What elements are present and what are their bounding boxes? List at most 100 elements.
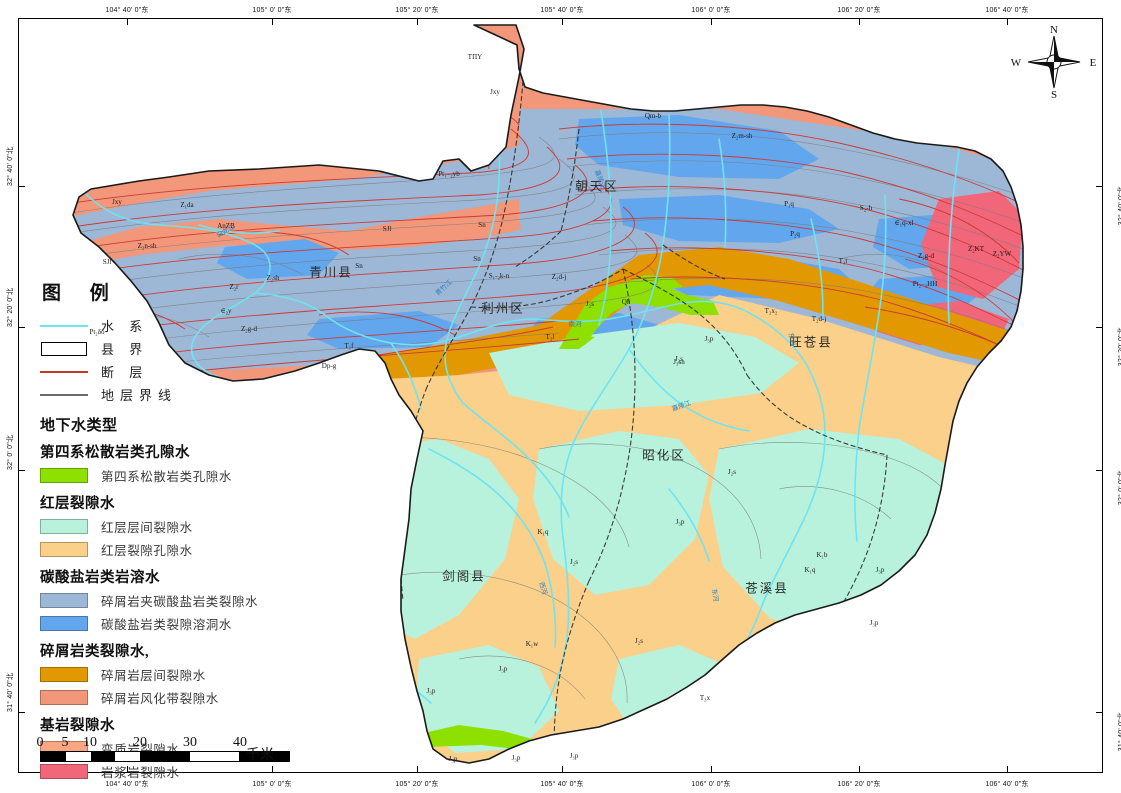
map-neatline xyxy=(18,18,1103,773)
latitude-tick-label: 32° 40' 0"北 xyxy=(7,146,14,186)
geology-unit-label: Z₂d-j xyxy=(551,273,567,281)
longitude-tick-label: 106° 40' 0"东 xyxy=(985,781,1029,788)
geology-unit-label: Z₂g-d xyxy=(240,325,258,333)
county-label: 昭化区 xyxy=(642,448,686,463)
county-label: 朝天区 xyxy=(575,179,619,194)
legend-swatch-row[interactable]: 红层裂隙孔隙水 xyxy=(40,539,290,560)
county-label: 剑阁县 xyxy=(442,569,486,584)
geology-unit-label: S₁-₂k-n xyxy=(488,272,510,280)
svg-text:S: S xyxy=(1051,89,1057,101)
scale-segment xyxy=(41,752,66,761)
legend-item-stratum-boundary[interactable]: 地层界线 xyxy=(40,384,290,405)
map-canvas[interactable] xyxy=(19,19,1101,771)
geology-unit-label: K₁q xyxy=(804,566,816,574)
geology-unit-label: Dp-g xyxy=(321,362,337,370)
geology-unit-label: J₂s xyxy=(570,558,578,566)
graticule-tick xyxy=(1096,470,1103,471)
legend-swatch-row[interactable]: 红层层间裂隙水 xyxy=(40,516,290,537)
scale-tick-label: 40 xyxy=(233,735,247,750)
legend-swatch-row[interactable]: 岩浆岩裂隙水 xyxy=(40,761,290,782)
latitude-tick-label: 31° 40' 0"北 xyxy=(1118,712,1121,752)
longitude-tick-label: 106° 20' 0"东 xyxy=(837,781,881,788)
longitude-tick-label: 105° 20' 0"东 xyxy=(395,7,439,14)
scale-bar-ticks: 0 5 10 20 30 40 xyxy=(36,735,290,751)
scale-bar-segments xyxy=(40,751,290,762)
geology-unit-label: Sn xyxy=(355,262,363,270)
latitude-tick-label: 32° 20' 0"北 xyxy=(1118,327,1121,367)
geology-unit-label: T₂x₂ xyxy=(764,307,778,315)
geology-unit-label: Jxy xyxy=(490,88,500,96)
geology-unit-label: J₃p xyxy=(426,687,436,695)
legend-item-water-system[interactable]: 水 系 xyxy=(40,315,290,336)
geology-unit-label: Sn xyxy=(473,255,481,263)
latitude-tick-label: 32° 0' 0"北 xyxy=(7,434,14,470)
geology-unit-label: Z₂n-sh xyxy=(137,242,157,250)
geology-unit-label: J₃p xyxy=(498,665,508,673)
legend-swatch-row[interactable]: 碳酸盐岩类裂隙溶洞水 xyxy=(40,613,290,634)
scale-segment xyxy=(90,752,116,761)
legend-item-label: 县 界 xyxy=(101,342,149,357)
river-label: 南河 xyxy=(568,321,582,328)
legend-swatch-row[interactable]: 碎屑岩风化带裂隙水 xyxy=(40,687,290,708)
scale-tick-label: 30 xyxy=(183,735,197,750)
geology-unit-label: Sn xyxy=(478,221,486,229)
geology-unit-label: Z₁da xyxy=(180,201,194,209)
legend-group-heading: 碳酸盐岩类岩溶水 xyxy=(40,570,160,586)
geology-unit-label: Z₂r xyxy=(229,283,239,291)
geology-unit-label: Jxy xyxy=(112,198,122,206)
boundary-box-icon xyxy=(41,341,87,356)
longitude-tick-label: 106° 20' 0"东 xyxy=(837,7,881,14)
longitude-tick-label: 106° 0' 0"东 xyxy=(691,781,731,788)
geology-unit-label: J₃p xyxy=(869,619,879,627)
legend-color-swatch xyxy=(40,468,88,483)
longitude-tick-label: 106° 0' 0"东 xyxy=(691,7,731,14)
geology-unit-label: J₃p xyxy=(569,752,579,760)
legend-item-label: 红层裂隙孔隙水 xyxy=(101,544,193,558)
graticule-tick xyxy=(859,766,860,773)
legend-group-heading: 碎屑岩类裂隙水, xyxy=(40,644,150,660)
legend-item-fault[interactable]: 断 层 xyxy=(40,361,290,382)
graticule-tick xyxy=(18,712,25,713)
geology-unit-label: Z₂m-sh xyxy=(731,132,753,140)
graticule-tick xyxy=(562,18,563,25)
legend-swatch-row[interactable]: 碎屑岩层间裂隙水 xyxy=(40,664,290,685)
legend-color-swatch xyxy=(40,519,88,534)
scale-tick-label: 0 xyxy=(36,735,44,750)
geology-unit-label: Z₂YW xyxy=(992,250,1012,258)
graticule-tick xyxy=(127,766,128,773)
legend-color-swatch xyxy=(40,593,88,608)
legend-item-label: 断 层 xyxy=(101,365,149,380)
geology-unit-label: Z₂KT xyxy=(967,245,985,253)
svg-text:W: W xyxy=(1011,57,1022,69)
north-arrow: N S W E xyxy=(1008,20,1101,102)
graticule-tick xyxy=(18,470,25,471)
legend-title: 图 例 xyxy=(42,283,121,304)
geology-unit-label: J₃p xyxy=(675,518,685,526)
scale-segment xyxy=(239,752,289,761)
geology-unit-label: TΠΥ xyxy=(467,53,483,61)
legend-item-county-boundary[interactable]: 县 界 xyxy=(40,338,290,359)
legend-color-swatch xyxy=(40,616,88,631)
longitude-tick-label: 105° 0' 0"东 xyxy=(252,7,292,14)
scale-segment xyxy=(65,752,91,761)
graticule-tick xyxy=(18,327,25,328)
longitude-tick-label: 104° 40' 0"东 xyxy=(105,7,149,14)
legend-swatch-row[interactable]: 第四系松散岩类孔隙水 xyxy=(40,465,290,486)
longitude-tick-label: 105° 40' 0"东 xyxy=(540,7,584,14)
legend-color-swatch xyxy=(40,690,88,705)
longitude-tick-label: 105° 40' 0"东 xyxy=(540,781,584,788)
graticule-tick xyxy=(18,186,25,187)
county-label: 利州区 xyxy=(481,301,525,316)
legend-item-label: 碎屑岩夹碳酸盐岩类裂隙水 xyxy=(101,595,259,609)
scale-segment xyxy=(189,752,240,761)
geology-unit-label: ∈₁q-xl xyxy=(894,219,914,227)
graticule-tick xyxy=(417,18,418,25)
legend-item-label: 岩浆岩裂隙水 xyxy=(101,766,180,780)
graticule-tick xyxy=(1096,186,1103,187)
longitude-tick-label: 104° 40' 0"东 xyxy=(105,781,149,788)
legend-swatch-row[interactable]: 碎屑岩夹碳酸盐岩类裂隙水 xyxy=(40,590,290,611)
geology-unit-label: P₁q xyxy=(784,200,794,208)
graticule-tick xyxy=(711,766,712,773)
latitude-tick-label: 32° 0' 0"北 xyxy=(1118,470,1121,506)
